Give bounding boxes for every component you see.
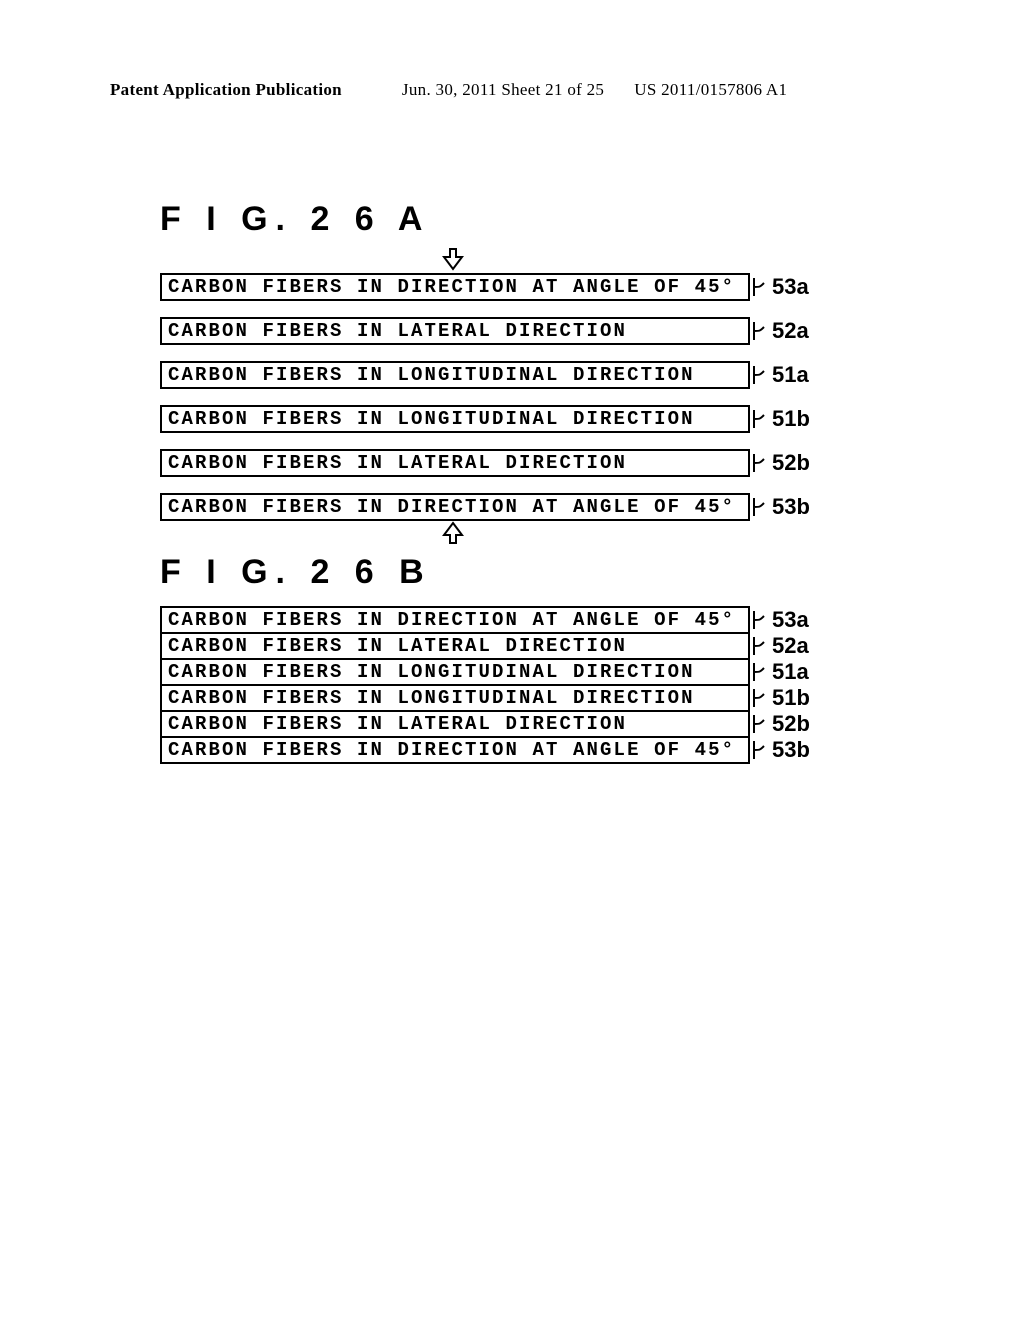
callout: 51b [752,406,810,432]
callout: 52a [752,633,809,659]
layer-row: CARBON FIBERS IN LONGITUDINAL DIRECTION … [160,658,964,686]
figure-26b-title: F I G. 2 6 B [160,553,964,592]
figure-26a-title: F I G. 2 6 A [160,200,964,239]
page: Patent Application Publication Jun. 30, … [0,0,1024,822]
callout: 53a [752,607,809,633]
callout-label: 52b [772,711,810,737]
arrow-down-icon [440,247,466,273]
layer-box: CARBON FIBERS IN LATERAL DIRECTION [160,710,750,738]
layer-row: CARBON FIBERS IN DIRECTION AT ANGLE OF 4… [160,606,964,634]
layer-box: CARBON FIBERS IN DIRECTION AT ANGLE OF 4… [160,736,750,764]
bracket-icon [752,737,766,763]
bracket-icon [752,450,766,476]
bracket-icon [752,685,766,711]
layer-box: CARBON FIBERS IN LONGITUDINAL DIRECTION [160,405,750,433]
layer-row: CARBON FIBERS IN LATERAL DIRECTION 52b [160,710,964,738]
bracket-icon [752,607,766,633]
figure-26b-diagram: CARBON FIBERS IN DIRECTION AT ANGLE OF 4… [160,606,964,762]
layer-row: CARBON FIBERS IN LATERAL DIRECTION 52a [160,632,964,660]
bracket-icon [752,406,766,432]
layer-box: CARBON FIBERS IN LONGITUDINAL DIRECTION [160,658,750,686]
callout: 53a [752,274,809,300]
callout: 53b [752,494,810,520]
callout: 53b [752,737,810,763]
layer-box: CARBON FIBERS IN DIRECTION AT ANGLE OF 4… [160,273,750,301]
bracket-icon [752,274,766,300]
callout: 52b [752,450,810,476]
layer-box: CARBON FIBERS IN LATERAL DIRECTION [160,449,750,477]
callout-label: 53a [772,274,809,300]
layer-box: CARBON FIBERS IN LONGITUDINAL DIRECTION [160,684,750,712]
header-left: Patent Application Publication [110,80,342,100]
layer-row: CARBON FIBERS IN LONGITUDINAL DIRECTION … [160,361,964,389]
callout-label: 51a [772,659,809,685]
bracket-icon [752,362,766,388]
callout-label: 52b [772,450,810,476]
layer-row: CARBON FIBERS IN LATERAL DIRECTION 52a [160,317,964,345]
layer-box: CARBON FIBERS IN LATERAL DIRECTION [160,632,750,660]
bracket-icon [752,659,766,685]
callout: 51a [752,362,809,388]
publication-header: Patent Application Publication Jun. 30, … [110,80,964,100]
layer-row: CARBON FIBERS IN DIRECTION AT ANGLE OF 4… [160,736,964,764]
header-center: Jun. 30, 2011 Sheet 21 of 25 [402,80,604,100]
layer-row: CARBON FIBERS IN LONGITUDINAL DIRECTION … [160,405,964,433]
callout-label: 51b [772,685,810,711]
callout-label: 51a [772,362,809,388]
layer-row: CARBON FIBERS IN LONGITUDINAL DIRECTION … [160,684,964,712]
callout-label: 52a [772,318,809,344]
callout-label: 53b [772,494,810,520]
layer-row: CARBON FIBERS IN DIRECTION AT ANGLE OF 4… [160,273,964,301]
callout-label: 51b [772,406,810,432]
layer-box: CARBON FIBERS IN DIRECTION AT ANGLE OF 4… [160,606,750,634]
layer-box: CARBON FIBERS IN LATERAL DIRECTION [160,317,750,345]
figure-26b-layers: CARBON FIBERS IN DIRECTION AT ANGLE OF 4… [160,606,964,762]
figure-26a-diagram: CARBON FIBERS IN DIRECTION AT ANGLE OF 4… [160,247,964,547]
callout: 52b [752,711,810,737]
layer-row: CARBON FIBERS IN LATERAL DIRECTION 52b [160,449,964,477]
bracket-icon [752,633,766,659]
callout-label: 53b [772,737,810,763]
bracket-icon [752,494,766,520]
arrow-up-icon [440,521,466,547]
callout-label: 52a [772,633,809,659]
layer-box: CARBON FIBERS IN LONGITUDINAL DIRECTION [160,361,750,389]
callout: 51b [752,685,810,711]
layer-box: CARBON FIBERS IN DIRECTION AT ANGLE OF 4… [160,493,750,521]
bracket-icon [752,318,766,344]
callout: 52a [752,318,809,344]
header-right: US 2011/0157806 A1 [634,80,787,100]
layer-row: CARBON FIBERS IN DIRECTION AT ANGLE OF 4… [160,493,964,521]
bracket-icon [752,711,766,737]
callout-label: 53a [772,607,809,633]
figure-26a-layers: CARBON FIBERS IN DIRECTION AT ANGLE OF 4… [160,273,964,521]
callout: 51a [752,659,809,685]
